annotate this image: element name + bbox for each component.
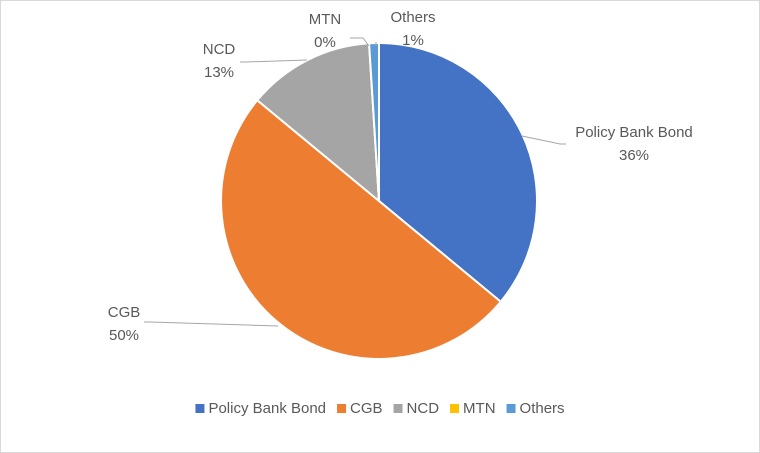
data-label-name: CGB bbox=[108, 304, 141, 321]
legend-marker bbox=[506, 404, 516, 413]
data-label-name: NCD bbox=[203, 41, 236, 58]
legend: Policy Bank Bond CGB NCD MTN Others bbox=[195, 400, 565, 417]
data-label-name: Policy Bank Bond bbox=[575, 124, 693, 141]
data-label-value: 36% bbox=[619, 147, 649, 164]
data-label-value: 13% bbox=[204, 64, 234, 81]
data-label-value: 1% bbox=[402, 32, 424, 49]
data-label-name: Others bbox=[390, 9, 435, 26]
pie-slice bbox=[220, 98, 503, 360]
data-label-name: MTN bbox=[309, 11, 342, 28]
leader-line bbox=[144, 321, 279, 327]
legend-marker bbox=[450, 404, 460, 413]
legend-label: MTN bbox=[463, 400, 496, 417]
legend-marker bbox=[393, 404, 403, 413]
legend-label: NCD bbox=[407, 400, 440, 417]
legend-marker bbox=[195, 404, 205, 413]
pie-slice bbox=[255, 42, 381, 204]
leader-line bbox=[240, 59, 308, 63]
leader-line bbox=[521, 135, 566, 145]
legend-label: CGB bbox=[350, 400, 383, 417]
legend-marker bbox=[337, 404, 347, 413]
leader-line bbox=[350, 37, 370, 47]
pie-slice bbox=[368, 41, 380, 202]
data-label-value: 50% bbox=[109, 327, 139, 344]
data-label-value: 0% bbox=[314, 34, 336, 51]
legend-label: Others bbox=[520, 400, 565, 417]
legend-label: Policy Bank Bond bbox=[208, 400, 326, 417]
pie-slice bbox=[378, 41, 538, 304]
